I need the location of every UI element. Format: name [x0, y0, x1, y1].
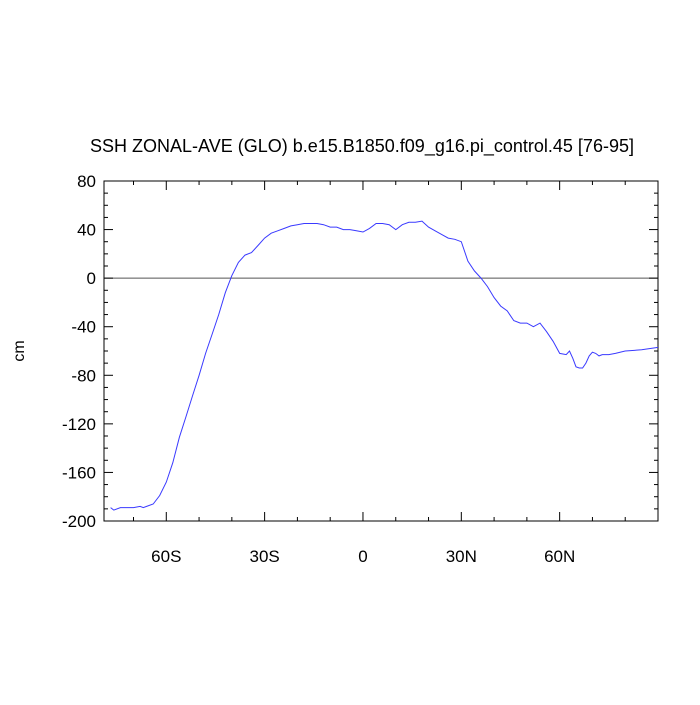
- x-tick-label: 30N: [446, 547, 477, 566]
- y-tick-label: 40: [77, 221, 96, 240]
- chart-title: SSH ZONAL-AVE (GLO) b.e15.B1850.f09_g16.…: [90, 136, 634, 157]
- y-tick-label: -200: [62, 512, 96, 531]
- ssh-series-line: [110, 220, 659, 511]
- plot-frame: [103, 180, 659, 522]
- y-tick-label: 0: [87, 269, 96, 288]
- y-tick-label: 80: [77, 172, 96, 191]
- y-tick-label: -120: [62, 415, 96, 434]
- y-tick-label: -40: [71, 318, 96, 337]
- y-tick-label: -160: [62, 463, 96, 482]
- y-axis-label: cm: [11, 340, 28, 361]
- y-tick-label: -80: [71, 366, 96, 385]
- x-tick-label: 0: [358, 547, 367, 566]
- plot-area: 80 40 0 -40 -80 -120 -160 -200 60S 30S 0 30N 60N: [62, 172, 659, 566]
- x-tick-label: 30S: [250, 547, 280, 566]
- x-tick-label: 60S: [151, 547, 181, 566]
- x-tick-label: 60N: [544, 547, 575, 566]
